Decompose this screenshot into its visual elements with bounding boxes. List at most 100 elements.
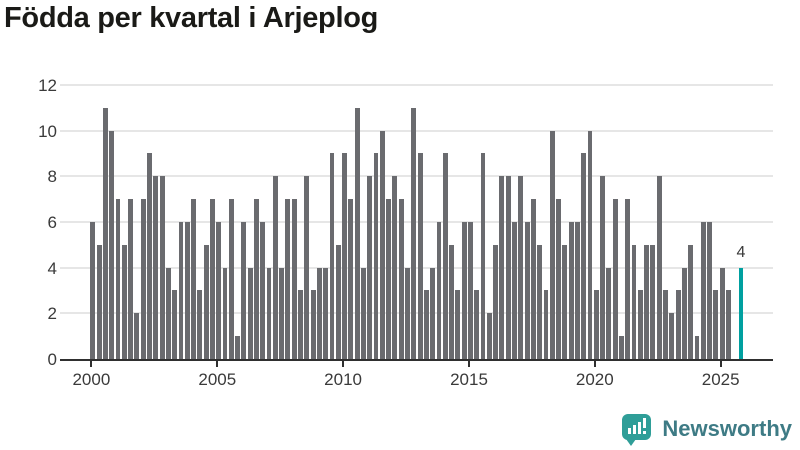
mini-bar-1 <box>628 428 632 434</box>
bar <box>675 290 681 359</box>
bar <box>172 290 178 359</box>
x-axis-tick <box>216 361 219 367</box>
bar <box>543 290 549 359</box>
bar <box>184 221 190 359</box>
x-axis-label: 2005 <box>198 370 237 389</box>
bar <box>530 199 536 359</box>
bar <box>203 244 209 359</box>
chart-title: Födda per kvartal i Arjeplog <box>4 2 379 34</box>
y-axis-label: 6 <box>47 212 57 232</box>
bar <box>455 290 461 359</box>
bar <box>688 244 694 359</box>
bar <box>266 267 272 359</box>
bar <box>209 199 215 359</box>
bar <box>700 221 706 359</box>
bar <box>486 313 492 359</box>
bar <box>524 221 530 359</box>
bar <box>298 290 303 359</box>
bar <box>436 221 442 359</box>
bar <box>115 199 121 359</box>
bar <box>361 267 366 359</box>
bar <box>512 221 517 359</box>
bar <box>134 313 140 359</box>
bar <box>254 199 259 359</box>
bar <box>493 244 499 359</box>
bar <box>241 221 247 359</box>
bar <box>354 107 360 359</box>
bar <box>499 176 505 359</box>
bar <box>272 176 278 359</box>
bar <box>707 221 712 359</box>
gridline <box>60 175 773 178</box>
bar <box>474 290 480 359</box>
bar <box>191 199 196 359</box>
bar <box>423 290 429 359</box>
bar <box>247 267 253 359</box>
x-axis-line <box>60 359 773 361</box>
x-axis-tick <box>468 361 470 367</box>
newsworthy-logo-text: Newsworthy <box>662 416 792 441</box>
bar <box>549 130 555 359</box>
bar <box>342 153 347 359</box>
bar <box>719 267 725 359</box>
bar <box>398 199 404 359</box>
bar <box>373 153 379 359</box>
bar <box>505 176 511 359</box>
speech-bubble-shape <box>622 414 652 440</box>
bar <box>467 221 473 359</box>
newsworthy-logo-icon <box>622 412 653 446</box>
bar <box>442 153 448 359</box>
bar <box>128 199 134 359</box>
exclamation-dot <box>643 431 647 434</box>
bar <box>417 153 423 359</box>
gridline <box>60 312 773 315</box>
highlight-value-label: 4 <box>736 243 746 261</box>
bar <box>386 199 392 359</box>
bar <box>379 130 385 359</box>
mini-bar-3 <box>638 422 642 434</box>
bar <box>310 290 316 359</box>
bar <box>329 153 335 359</box>
bar <box>96 244 102 359</box>
x-axis-label: 2020 <box>575 370 614 389</box>
bar <box>606 267 612 359</box>
bar <box>291 199 297 359</box>
bar <box>335 244 341 359</box>
gridline <box>60 83 773 86</box>
bar <box>669 313 675 359</box>
bar <box>222 267 228 359</box>
bar <box>556 199 561 359</box>
x-axis-label: 2025 <box>701 370 740 389</box>
bar <box>562 244 568 359</box>
bar <box>631 244 637 359</box>
bar <box>681 267 687 359</box>
bar <box>216 221 222 359</box>
x-axis-tick <box>719 361 722 367</box>
gridline <box>60 129 773 132</box>
bar <box>405 267 410 359</box>
bar <box>581 153 587 359</box>
bar <box>140 199 146 359</box>
bar <box>121 244 127 359</box>
bar <box>656 176 662 359</box>
x-axis-tick <box>342 361 345 367</box>
bar <box>612 199 618 359</box>
bar <box>260 221 266 359</box>
bar <box>367 176 373 359</box>
highlighted-bar <box>738 267 744 359</box>
bar <box>650 244 656 359</box>
bar <box>304 176 310 359</box>
y-axis-label: 4 <box>47 258 57 278</box>
bar <box>625 199 631 359</box>
x-axis-label: 2000 <box>72 370 111 389</box>
bar <box>165 267 171 359</box>
bar <box>90 221 96 359</box>
y-axis-label: 10 <box>38 121 57 141</box>
gridline <box>60 220 773 223</box>
bar <box>644 244 650 359</box>
y-axis-label: 12 <box>38 75 57 95</box>
bar <box>637 290 643 359</box>
mini-bar-2 <box>633 425 637 434</box>
bar <box>411 107 417 359</box>
bar <box>178 221 184 359</box>
